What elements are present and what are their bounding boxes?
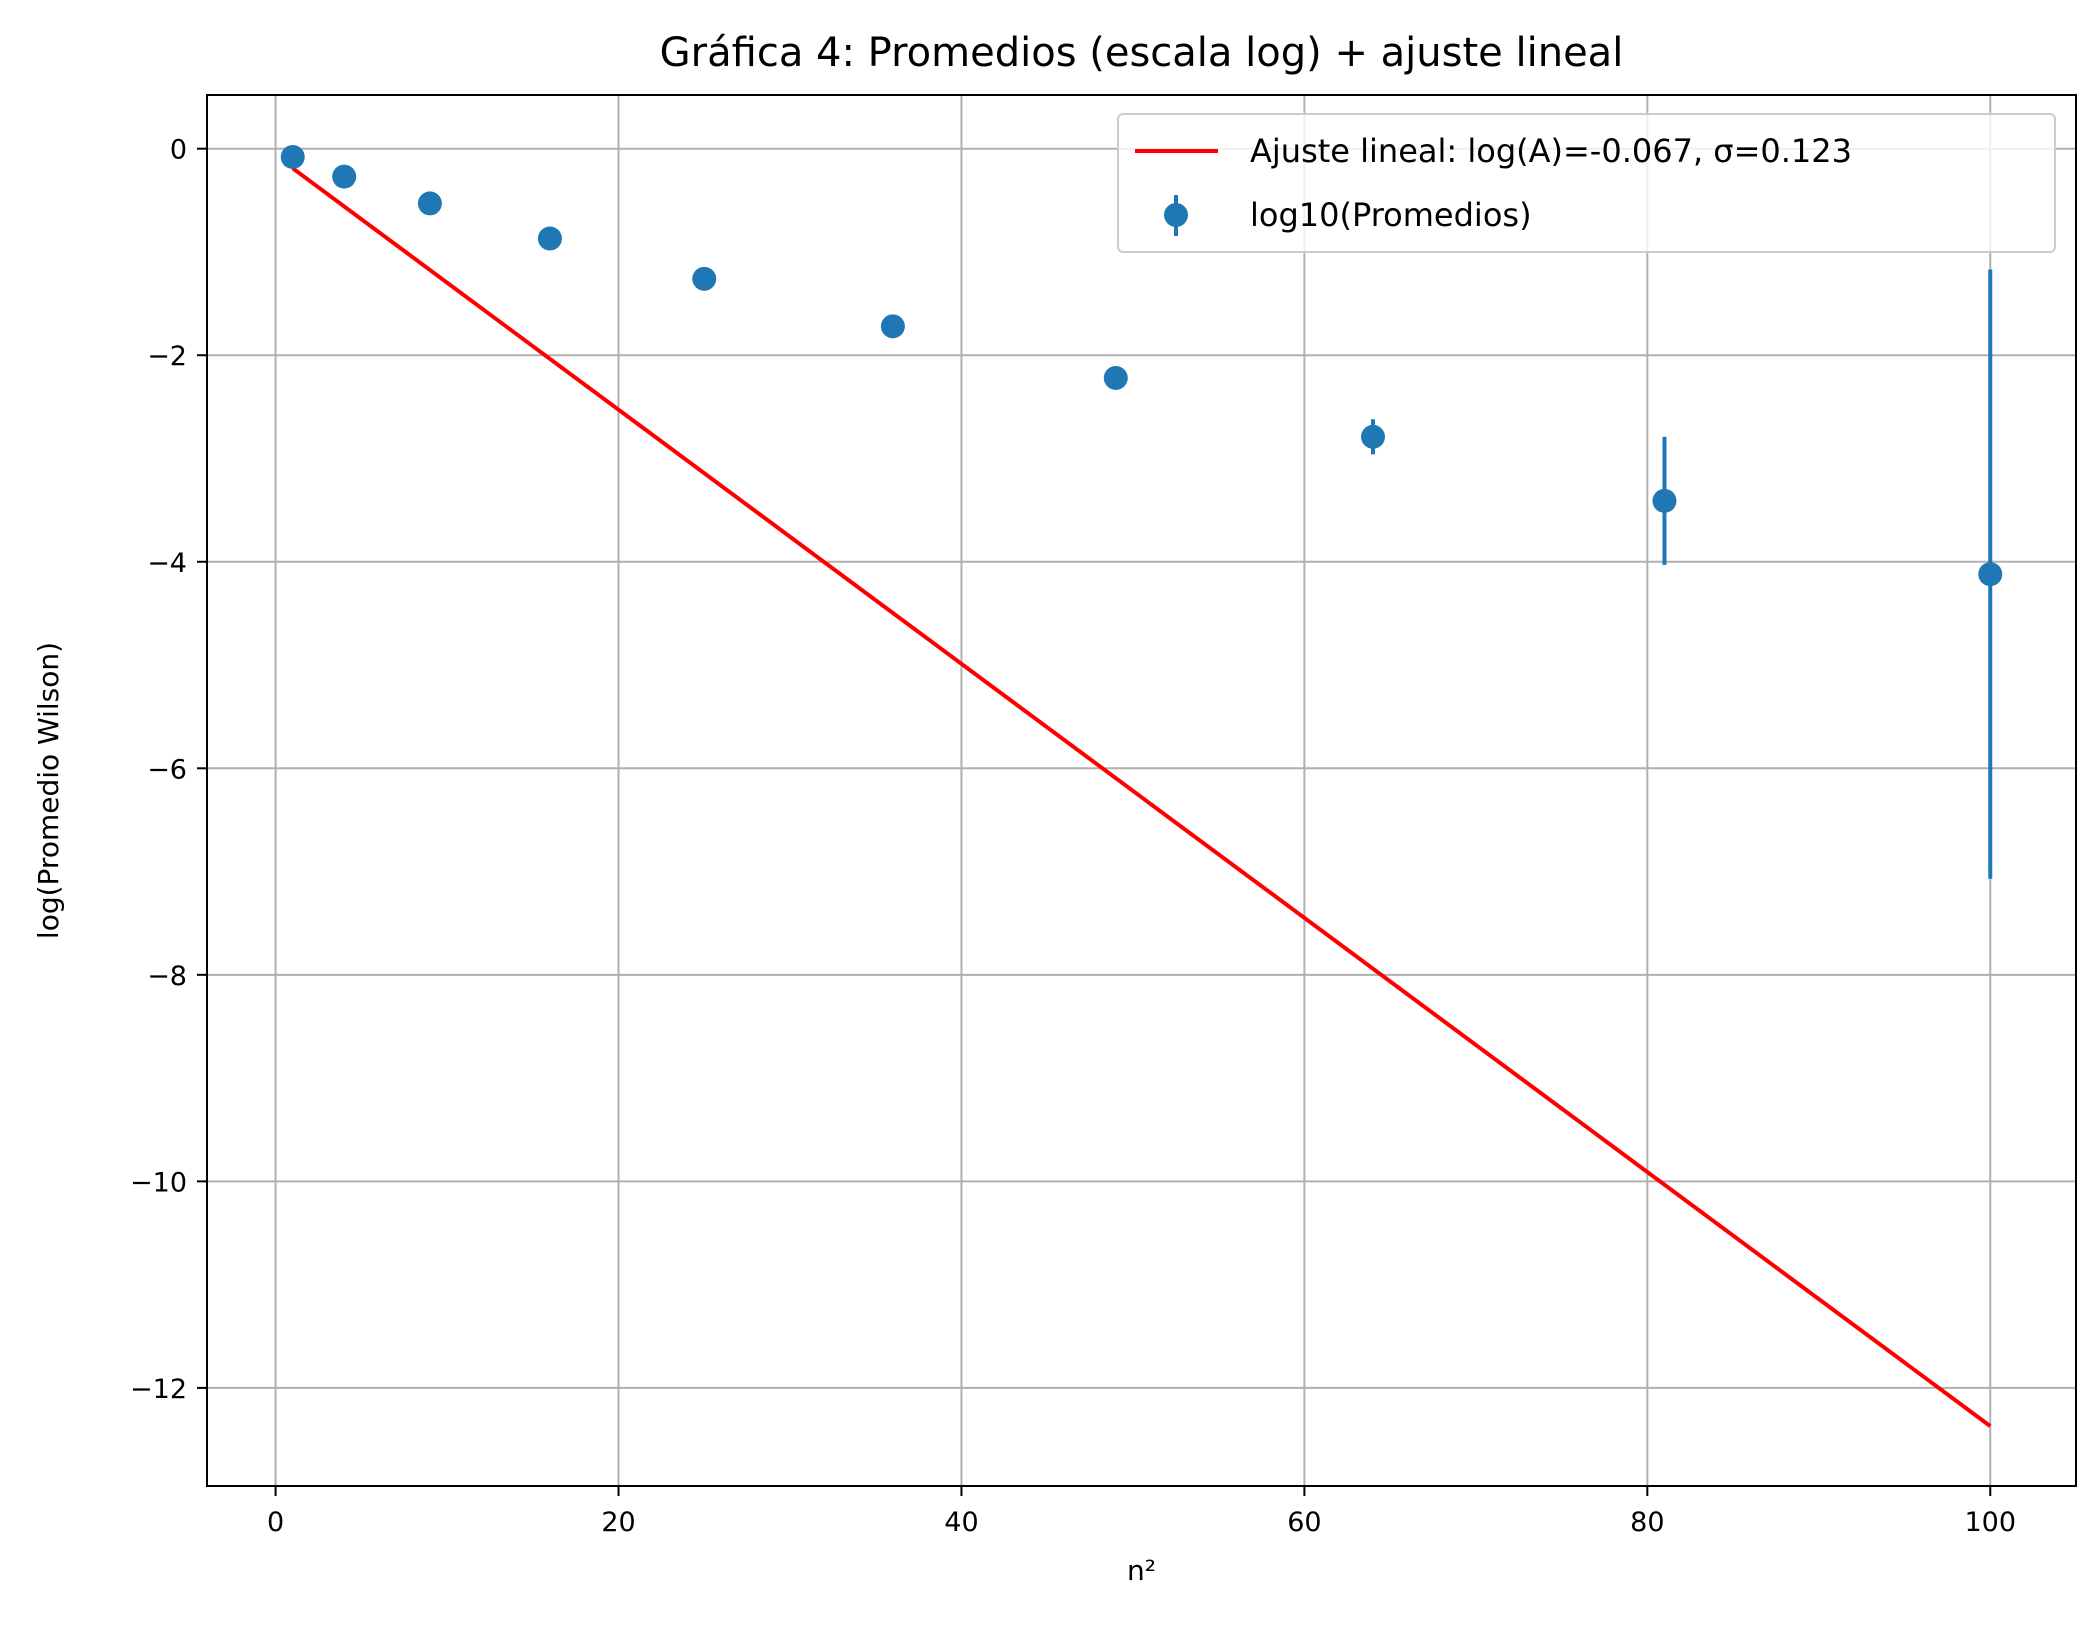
data-point xyxy=(417,191,442,216)
axis-ticks: 0 20 40 60 80 100 0 −2 −4 −6 −8 −10 −12 xyxy=(130,135,2016,1538)
data-point xyxy=(537,226,562,251)
y-tick-label: −6 xyxy=(147,754,187,785)
plot-content xyxy=(280,144,2003,1428)
legend-box xyxy=(1117,113,2056,253)
y-axis-title: log(Promedio Wilson) xyxy=(32,642,65,939)
y-tick-label: −8 xyxy=(147,961,187,992)
x-tick-label: 20 xyxy=(601,1507,635,1538)
x-tick-label: 40 xyxy=(944,1507,978,1538)
fit-line xyxy=(291,166,1992,1428)
legend-entry-fit: Ajuste lineal: log(A)=-0.067, σ=0.123 xyxy=(1250,132,1852,170)
x-axis-title: n² xyxy=(1127,1554,1156,1587)
y-tick-label: −4 xyxy=(147,548,187,579)
legend: Ajuste lineal: log(A)=-0.067, σ=0.123 lo… xyxy=(1117,113,2056,253)
y-tick-label: 0 xyxy=(170,135,187,166)
y-tick-label: −2 xyxy=(147,341,187,372)
data-point xyxy=(880,314,905,339)
grid xyxy=(207,95,2076,1486)
data-point xyxy=(1652,488,1677,513)
plot-frame xyxy=(206,94,2077,1487)
data-point xyxy=(332,164,357,189)
y-tick-label: −10 xyxy=(130,1167,187,1198)
data-point xyxy=(1978,562,2003,587)
chart-title: Gráfica 4: Promedios (escala log) + ajus… xyxy=(660,30,1624,76)
x-tick-label: 60 xyxy=(1287,1507,1321,1538)
data-point xyxy=(280,144,305,169)
data-point xyxy=(692,266,717,291)
legend-entry-data: log10(Promedios) xyxy=(1250,196,1532,234)
data-point xyxy=(1103,365,1128,390)
data-point xyxy=(1360,424,1385,449)
x-tick-label: 0 xyxy=(267,1507,284,1538)
x-tick-label: 100 xyxy=(1964,1507,2016,1538)
plot-area xyxy=(207,95,2076,1486)
y-tick-label: −12 xyxy=(130,1374,187,1405)
x-tick-label: 80 xyxy=(1630,1507,1664,1538)
legend-marker-swatch xyxy=(1164,203,1188,227)
